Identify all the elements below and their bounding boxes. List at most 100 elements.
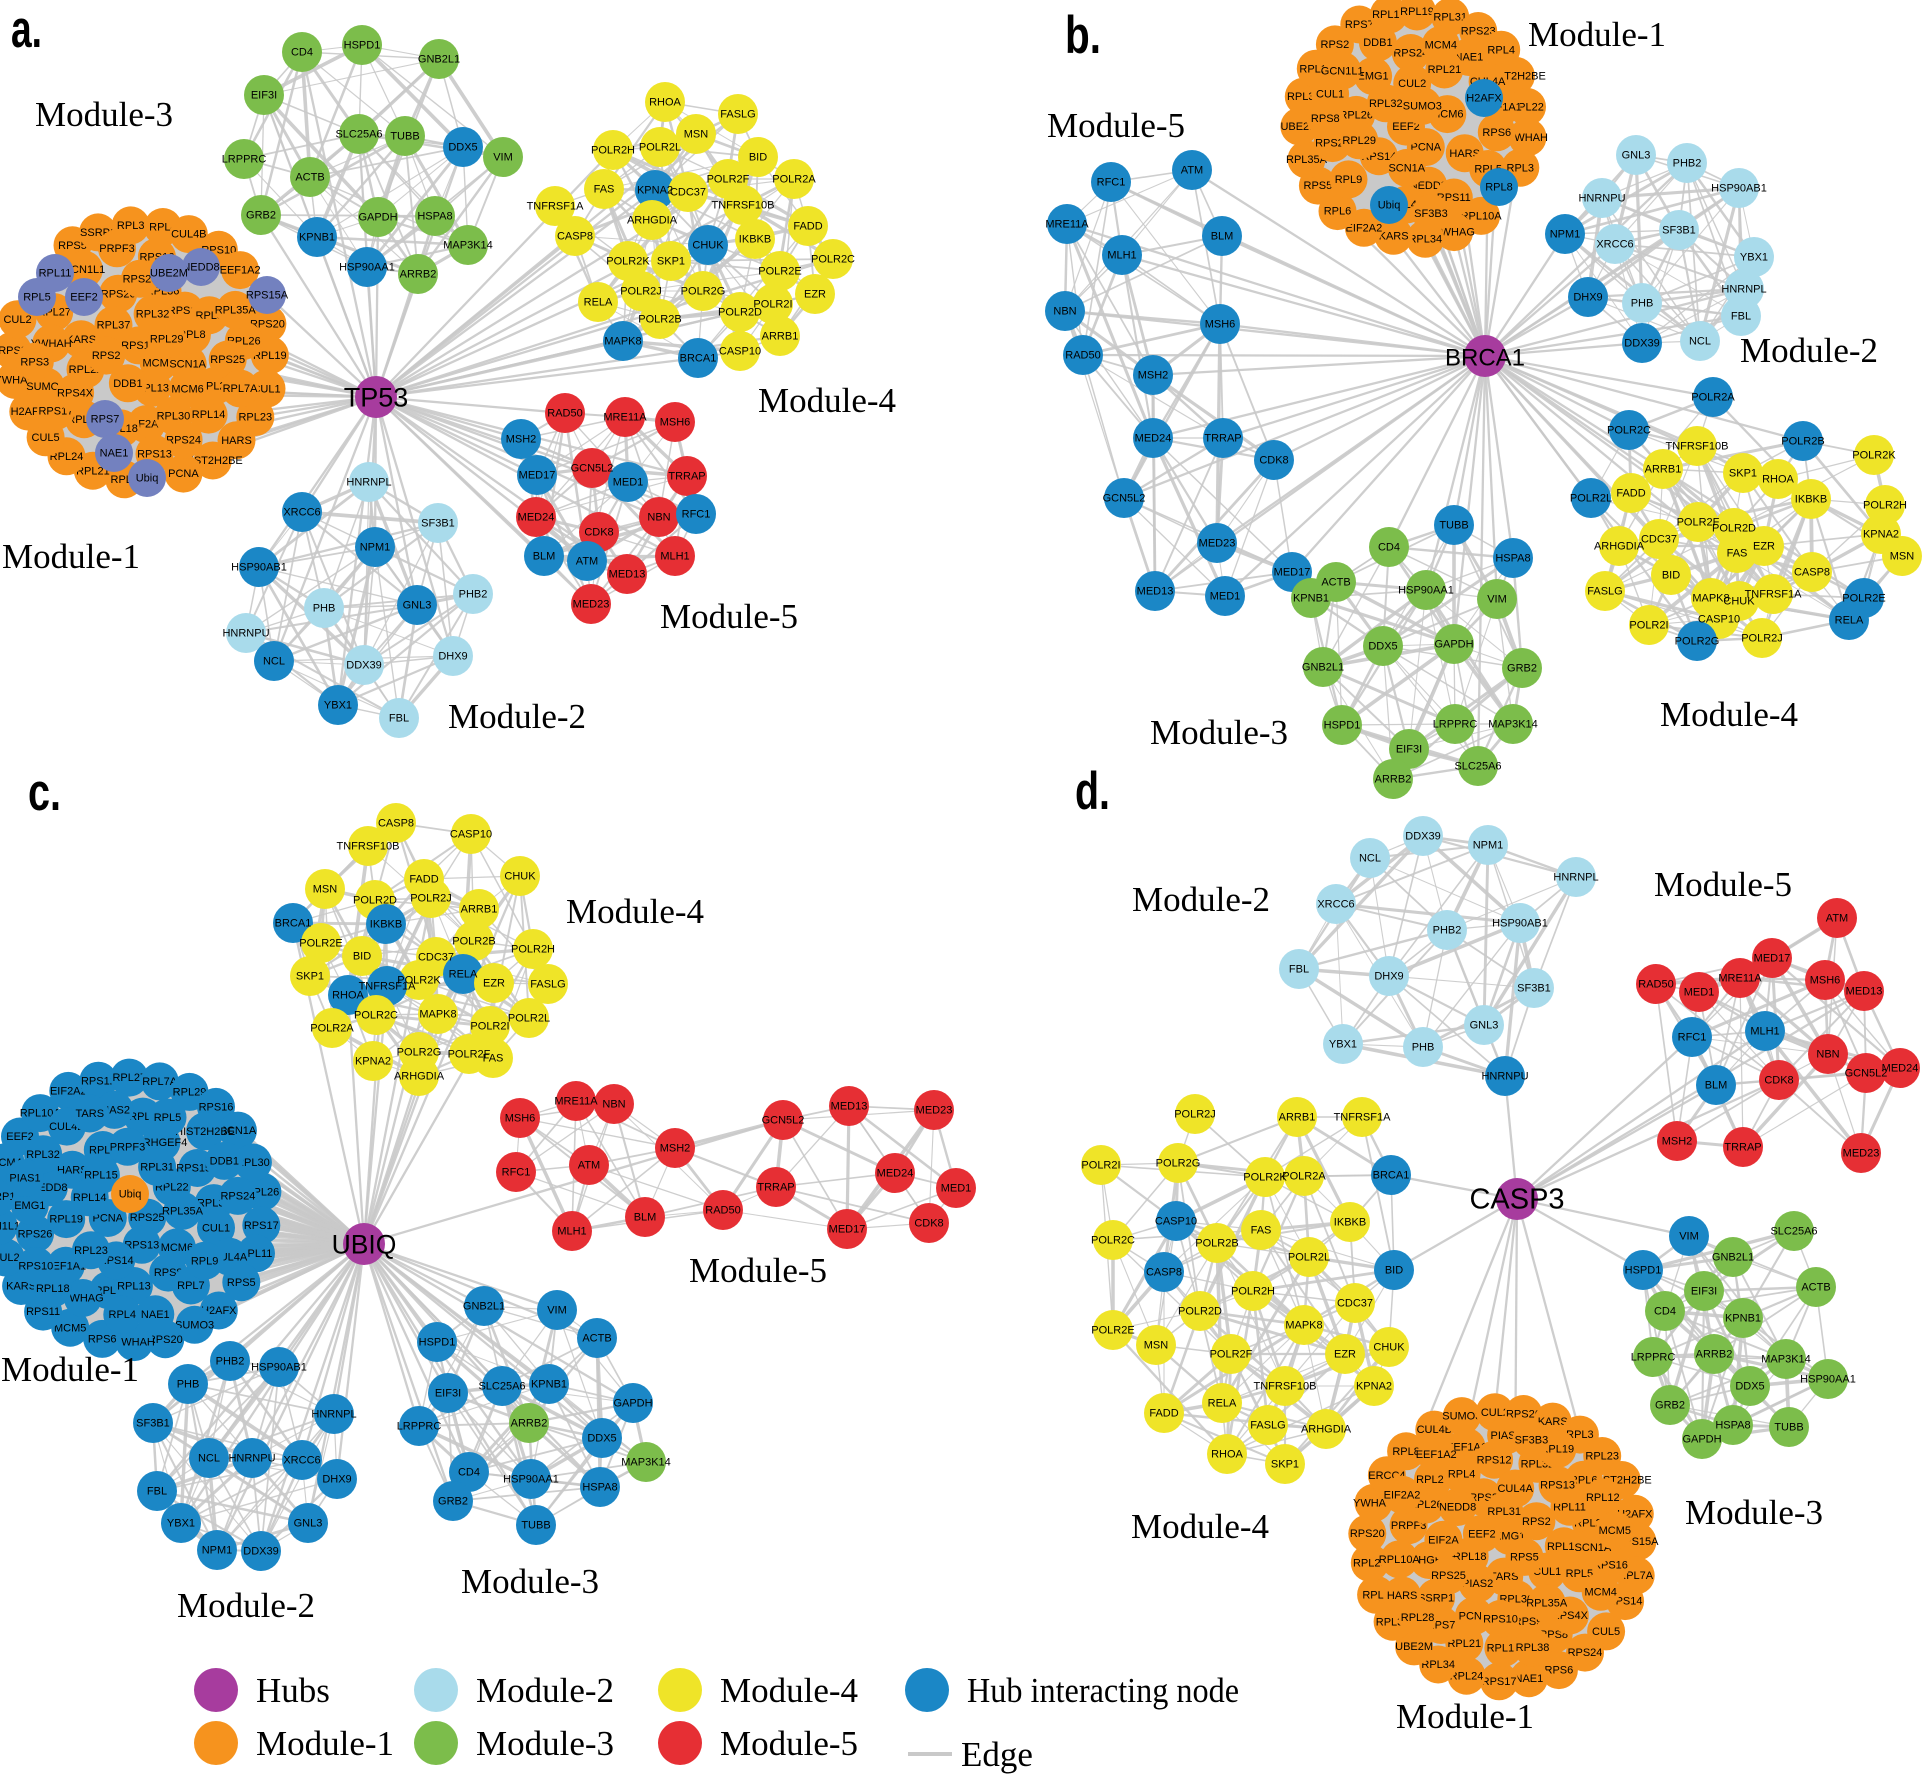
- svg-text:LRPPRC: LRPPRC: [397, 1421, 442, 1433]
- svg-text:CASP8: CASP8: [378, 818, 414, 830]
- svg-text:RFC1: RFC1: [1678, 1032, 1707, 1044]
- svg-text:RPS5: RPS5: [58, 240, 87, 252]
- svg-text:CD4: CD4: [291, 47, 313, 59]
- svg-text:RPL4: RPL4: [149, 222, 177, 234]
- svg-text:TNFRSF10B: TNFRSF10B: [1254, 1381, 1317, 1393]
- svg-text:FBL: FBL: [1289, 964, 1309, 976]
- svg-text:RPS23: RPS23: [1461, 26, 1496, 38]
- svg-text:CUL5: CUL5: [32, 432, 60, 444]
- svg-text:RPS2: RPS2: [92, 350, 121, 362]
- svg-text:MSH2: MSH2: [1138, 370, 1169, 382]
- svg-text:RFC1: RFC1: [502, 1167, 531, 1179]
- svg-text:CASP8: CASP8: [557, 231, 593, 243]
- svg-text:IKBKB: IKBKB: [1795, 494, 1827, 506]
- svg-text:TRRAP: TRRAP: [1204, 433, 1241, 445]
- svg-text:CUL2: CUL2: [1481, 1407, 1509, 1419]
- svg-text:MED17: MED17: [829, 1224, 866, 1236]
- svg-text:b.: b.: [1065, 6, 1101, 65]
- svg-text:HNRNPL: HNRNPL: [346, 477, 391, 489]
- svg-text:MCM4: MCM4: [143, 357, 175, 369]
- svg-text:EIF2A2: EIF2A2: [50, 1086, 87, 1098]
- svg-text:HARS: HARS: [1387, 1590, 1418, 1602]
- svg-text:HNRNPU: HNRNPU: [1481, 1071, 1528, 1083]
- svg-text:SUMO3: SUMO3: [1442, 1411, 1481, 1423]
- svg-text:MED17: MED17: [1274, 567, 1311, 579]
- svg-text:ARRB2: ARRB2: [400, 269, 437, 281]
- svg-text:CASP3: CASP3: [1469, 1184, 1564, 1216]
- svg-text:POLR2I: POLR2I: [753, 299, 792, 311]
- svg-text:POLR2L: POLR2L: [1288, 1252, 1330, 1264]
- svg-text:SF3B1: SF3B1: [1517, 983, 1551, 995]
- svg-text:RPL4: RPL4: [1487, 44, 1515, 56]
- svg-text:RPL13: RPL13: [117, 1281, 151, 1293]
- svg-text:RPL19: RPL19: [253, 350, 287, 362]
- svg-text:SUMO3: SUMO3: [1403, 100, 1442, 112]
- svg-text:NPM1: NPM1: [202, 1545, 233, 1557]
- svg-text:HSPD1: HSPD1: [1625, 1265, 1662, 1277]
- svg-text:CHUK: CHUK: [692, 240, 724, 252]
- svg-text:SUMO3: SUMO3: [175, 1319, 214, 1331]
- svg-text:RPL27: RPL27: [112, 1072, 146, 1084]
- svg-text:RPS5: RPS5: [227, 1277, 256, 1289]
- svg-text:RPS2: RPS2: [1321, 39, 1350, 51]
- svg-text:SF3B3: SF3B3: [1515, 1434, 1549, 1446]
- svg-text:TNFRSF1A: TNFRSF1A: [527, 201, 585, 213]
- svg-text:HNRNPL: HNRNPL: [1553, 872, 1598, 884]
- svg-text:MSH6: MSH6: [1810, 975, 1841, 987]
- svg-text:CDK8: CDK8: [914, 1218, 943, 1230]
- svg-text:CDK8: CDK8: [1259, 455, 1288, 467]
- svg-text:SKP1: SKP1: [1729, 468, 1757, 480]
- svg-text:MSN: MSN: [1144, 1340, 1169, 1352]
- svg-text:RPL31: RPL31: [1487, 1506, 1521, 1518]
- svg-text:Module-5: Module-5: [1654, 865, 1792, 904]
- svg-text:LRPPRC: LRPPRC: [1433, 719, 1478, 731]
- svg-text:MAPK8: MAPK8: [419, 1009, 456, 1021]
- svg-text:POLR2A: POLR2A: [1691, 392, 1735, 404]
- svg-text:RPS6: RPS6: [1482, 127, 1511, 139]
- svg-text:NEDD8: NEDD8: [1439, 1502, 1476, 1514]
- svg-text:CUL1: CUL1: [252, 383, 280, 395]
- svg-text:RPL29: RPL29: [150, 334, 184, 346]
- svg-text:MRE11A: MRE11A: [1045, 219, 1089, 231]
- svg-text:RPS5: RPS5: [1510, 1552, 1539, 1564]
- svg-text:EZR: EZR: [1753, 541, 1775, 553]
- svg-text:RPL34: RPL34: [1421, 1659, 1455, 1671]
- svg-text:TARS: TARS: [1490, 1571, 1519, 1583]
- svg-text:EEF2: EEF2: [1392, 121, 1420, 133]
- svg-text:Module-4: Module-4: [758, 381, 896, 420]
- svg-text:EIF2A2: EIF2A2: [1346, 222, 1383, 234]
- svg-text:MED24: MED24: [1135, 433, 1172, 445]
- svg-text:NAE1: NAE1: [1455, 52, 1484, 64]
- svg-text:POLR2H: POLR2H: [511, 944, 555, 956]
- svg-text:SLC25A6: SLC25A6: [1454, 761, 1501, 773]
- svg-text:RPS20: RPS20: [250, 318, 285, 330]
- svg-text:MCM5: MCM5: [54, 1322, 86, 1334]
- svg-text:Module-5: Module-5: [1047, 106, 1185, 145]
- svg-text:POLR2A: POLR2A: [1282, 1171, 1326, 1183]
- svg-text:POLR2F: POLR2F: [448, 1049, 491, 1061]
- svg-text:CASP8: CASP8: [1146, 1267, 1182, 1279]
- svg-text:FADD: FADD: [409, 874, 438, 886]
- svg-text:POLR2J: POLR2J: [410, 893, 452, 905]
- svg-text:Module-1: Module-1: [2, 537, 140, 576]
- svg-text:RPL13: RPL13: [1547, 1541, 1581, 1553]
- svg-text:GNB2L1: GNB2L1: [1712, 1252, 1754, 1264]
- svg-text:GCN5L2: GCN5L2: [571, 463, 614, 475]
- svg-text:KPNB1: KPNB1: [1725, 1313, 1761, 1325]
- svg-text:RPS25: RPS25: [1431, 1570, 1466, 1582]
- svg-text:SCN1A: SCN1A: [220, 1125, 257, 1137]
- svg-text:ARRB2: ARRB2: [1375, 774, 1412, 786]
- svg-text:RPL3: RPL3: [1507, 162, 1535, 174]
- svg-text:Ubiq: Ubiq: [136, 473, 159, 485]
- svg-text:CHUK: CHUK: [504, 871, 536, 883]
- svg-text:RPL24: RPL24: [50, 451, 84, 463]
- svg-text:RHOA: RHOA: [649, 97, 681, 109]
- svg-text:POLR2D: POLR2D: [718, 307, 762, 319]
- svg-text:POLR2C: POLR2C: [354, 1010, 398, 1022]
- svg-text:EZR: EZR: [483, 978, 505, 990]
- svg-text:LRPPRC: LRPPRC: [222, 154, 267, 166]
- svg-text:POLR2D: POLR2D: [353, 895, 397, 907]
- svg-text:RPL8: RPL8: [1392, 1446, 1420, 1458]
- svg-text:DDX39: DDX39: [243, 1546, 278, 1558]
- svg-text:MED1: MED1: [941, 1183, 972, 1195]
